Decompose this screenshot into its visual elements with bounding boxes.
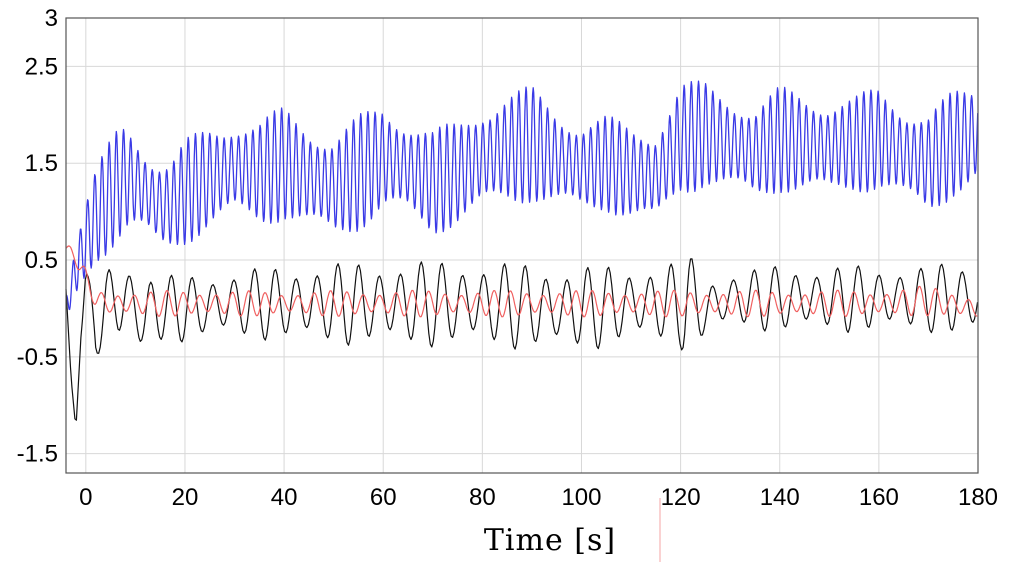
y-tick-label: 0.5 <box>25 247 58 274</box>
y-tick-label: 2.5 <box>25 53 58 80</box>
x-tick-label: 80 <box>469 484 496 511</box>
x-tick-label: 100 <box>561 484 601 511</box>
series-line-2 <box>65 258 979 421</box>
x-tick-label: 60 <box>370 484 397 511</box>
x-axis-label: Time [s] <box>484 523 616 558</box>
series-line-3 <box>65 245 978 318</box>
y-tick-label: -1.5 <box>17 441 58 468</box>
y-tick-label: 1.5 <box>25 150 58 177</box>
y-tick-label: -0.5 <box>17 344 58 371</box>
x-tick-label: 120 <box>661 484 701 511</box>
y-tick-labels: 3 2.5 1.5 0.5 -0.5 -1.5 <box>17 5 58 468</box>
x-tick-labels: 0 20 40 60 80 100 120 140 160 180 <box>79 484 998 511</box>
x-tick-label: 160 <box>859 484 899 511</box>
series-group <box>65 80 979 421</box>
x-tick-label: 180 <box>958 484 998 511</box>
x-tick-label: 140 <box>760 484 800 511</box>
plot-area <box>66 18 978 473</box>
series-line-1 <box>65 80 979 311</box>
x-tick-label: 20 <box>172 484 199 511</box>
x-tick-label: 0 <box>79 484 92 511</box>
y-tick-label: 3 <box>45 5 58 32</box>
x-tick-label: 40 <box>271 484 298 511</box>
plot-frame <box>65 17 979 474</box>
